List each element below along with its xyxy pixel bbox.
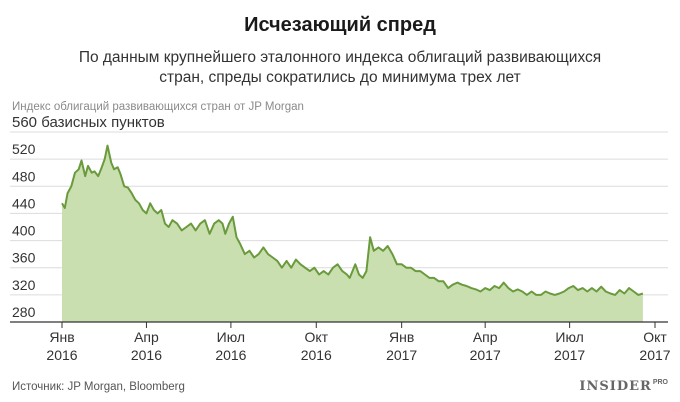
x-tick-label-month: Апр: [134, 329, 159, 345]
x-axis: [10, 321, 668, 328]
source-note: Источник: JP Morgan, Bloomberg: [12, 381, 185, 393]
chart-subtitle: По данным крупнейшего эталонного индекса…: [40, 48, 640, 88]
subtitle-line-1: По данным крупнейшего эталонного индекса…: [78, 49, 602, 66]
brand-sup: PRO: [652, 379, 668, 386]
chart-title: Исчезающий спред: [244, 14, 436, 36]
x-tick-label-year: 2016: [46, 347, 77, 363]
y-tick-label: 320: [12, 277, 36, 293]
y-axis-labels: 560 базисных пунктов 280 320 360 400 440 480 52…: [12, 114, 165, 320]
x-axis-labels: Янв 2016 Апр 2016 Июл 2016 Окт 2016 Янв 2017 Апр 20…: [46, 329, 670, 363]
y-tick-label: 440: [12, 195, 36, 211]
y-tick-label: 400: [12, 223, 36, 239]
subtitle-line-2: стран, спреды сократились до минимума тр…: [159, 69, 521, 86]
y-axis-title: 560 базисных пунктов: [12, 114, 165, 131]
x-tick-label-month: Янв: [49, 329, 74, 345]
x-tick-label-year: 2017: [554, 347, 585, 363]
x-tick-label-year: 2016: [301, 347, 332, 363]
brand-name: INSIDER: [579, 379, 652, 394]
y-tick-label: 480: [12, 168, 36, 184]
x-tick-label-year: 2017: [386, 347, 417, 363]
x-tick-label-month: Апр: [473, 329, 498, 345]
series-line: [61, 144, 644, 296]
x-tick-label-month: Июл: [555, 329, 583, 345]
brand-logo: INSIDERPRO: [579, 379, 668, 394]
x-tick-label-month: Янв: [389, 329, 414, 345]
y-tick-label: 360: [12, 250, 36, 266]
x-tick-label-year: 2017: [639, 347, 670, 363]
x-tick-label-month: Июл: [217, 329, 245, 345]
series-label: Индекс облигаций развивающихся стран от …: [12, 101, 304, 113]
x-tick-label-month: Окт: [304, 329, 328, 345]
series-area: [62, 145, 643, 322]
x-tick-label-year: 2016: [131, 347, 162, 363]
x-tick-label-year: 2017: [470, 347, 501, 363]
x-tick-label-month: Окт: [643, 329, 667, 345]
x-tick-label-year: 2016: [215, 347, 246, 363]
y-tick-label: 280: [12, 304, 36, 320]
y-tick-label: 520: [12, 141, 36, 157]
